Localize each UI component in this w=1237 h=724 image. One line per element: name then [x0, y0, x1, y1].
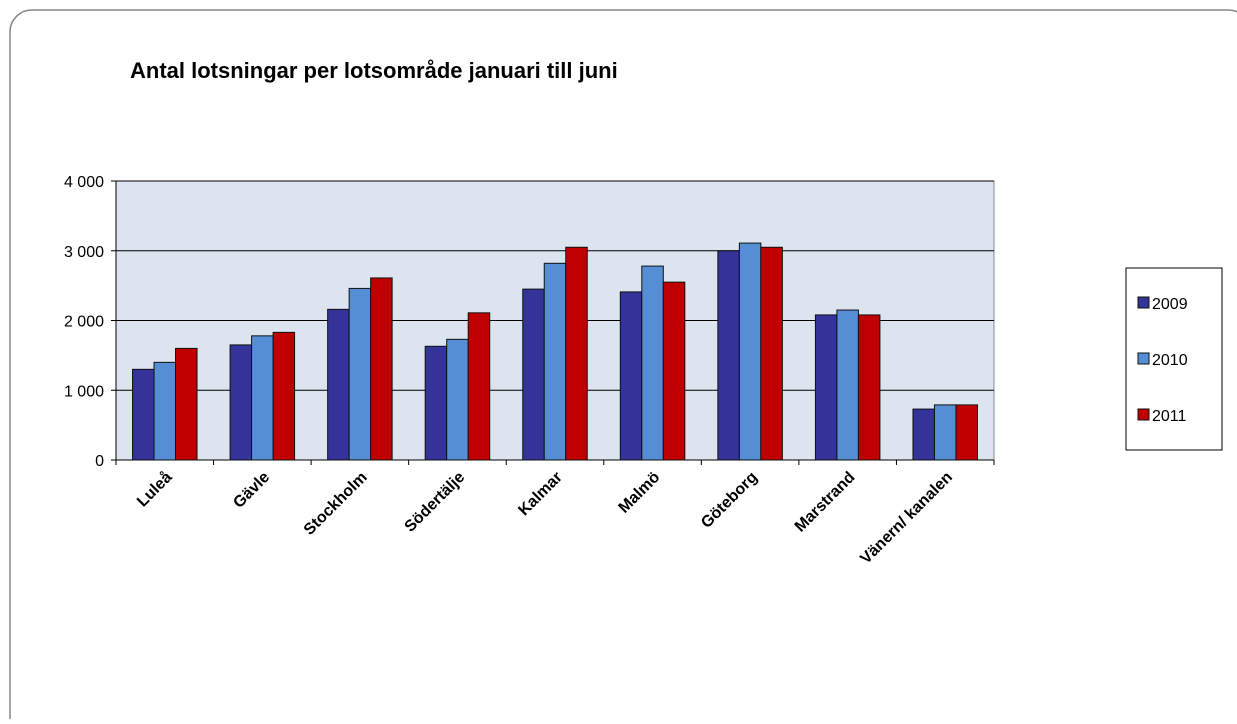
y-tick-label: 0	[95, 453, 104, 470]
bar	[565, 246, 588, 461]
bar	[424, 345, 448, 461]
legend-swatch	[1137, 352, 1150, 365]
bar	[175, 347, 198, 461]
bar	[327, 308, 350, 461]
bar	[955, 404, 978, 461]
y-tick-label: 3 000	[64, 244, 104, 261]
bar	[619, 291, 643, 461]
bar	[348, 287, 372, 461]
bar	[272, 331, 296, 461]
bar	[836, 309, 859, 461]
y-tick-label: 4 000	[64, 174, 104, 191]
y-tick-label: 2 000	[64, 314, 104, 331]
legend-label: 2011	[1152, 408, 1187, 425]
bar	[229, 344, 253, 461]
legend-label: 2010	[1152, 352, 1188, 369]
legend-label: 2009	[1152, 296, 1188, 313]
bar	[446, 338, 469, 461]
bar	[717, 250, 740, 461]
bar	[814, 314, 838, 461]
bar	[760, 246, 783, 461]
bar	[738, 242, 762, 461]
bar	[251, 335, 274, 461]
legend-swatch	[1137, 408, 1150, 421]
bar	[370, 277, 393, 461]
bar	[132, 368, 155, 461]
legend-swatch	[1137, 296, 1150, 309]
bar	[641, 265, 664, 461]
bar	[857, 314, 881, 461]
bar	[543, 262, 567, 461]
bar	[662, 281, 686, 461]
bar	[933, 404, 957, 461]
chart-title: Antal lotsningar per lotsområde januari …	[130, 58, 618, 83]
bar	[522, 288, 545, 461]
bar	[153, 361, 177, 461]
y-tick-label: 1 000	[64, 383, 104, 400]
bar	[912, 408, 935, 461]
bar	[467, 312, 491, 461]
